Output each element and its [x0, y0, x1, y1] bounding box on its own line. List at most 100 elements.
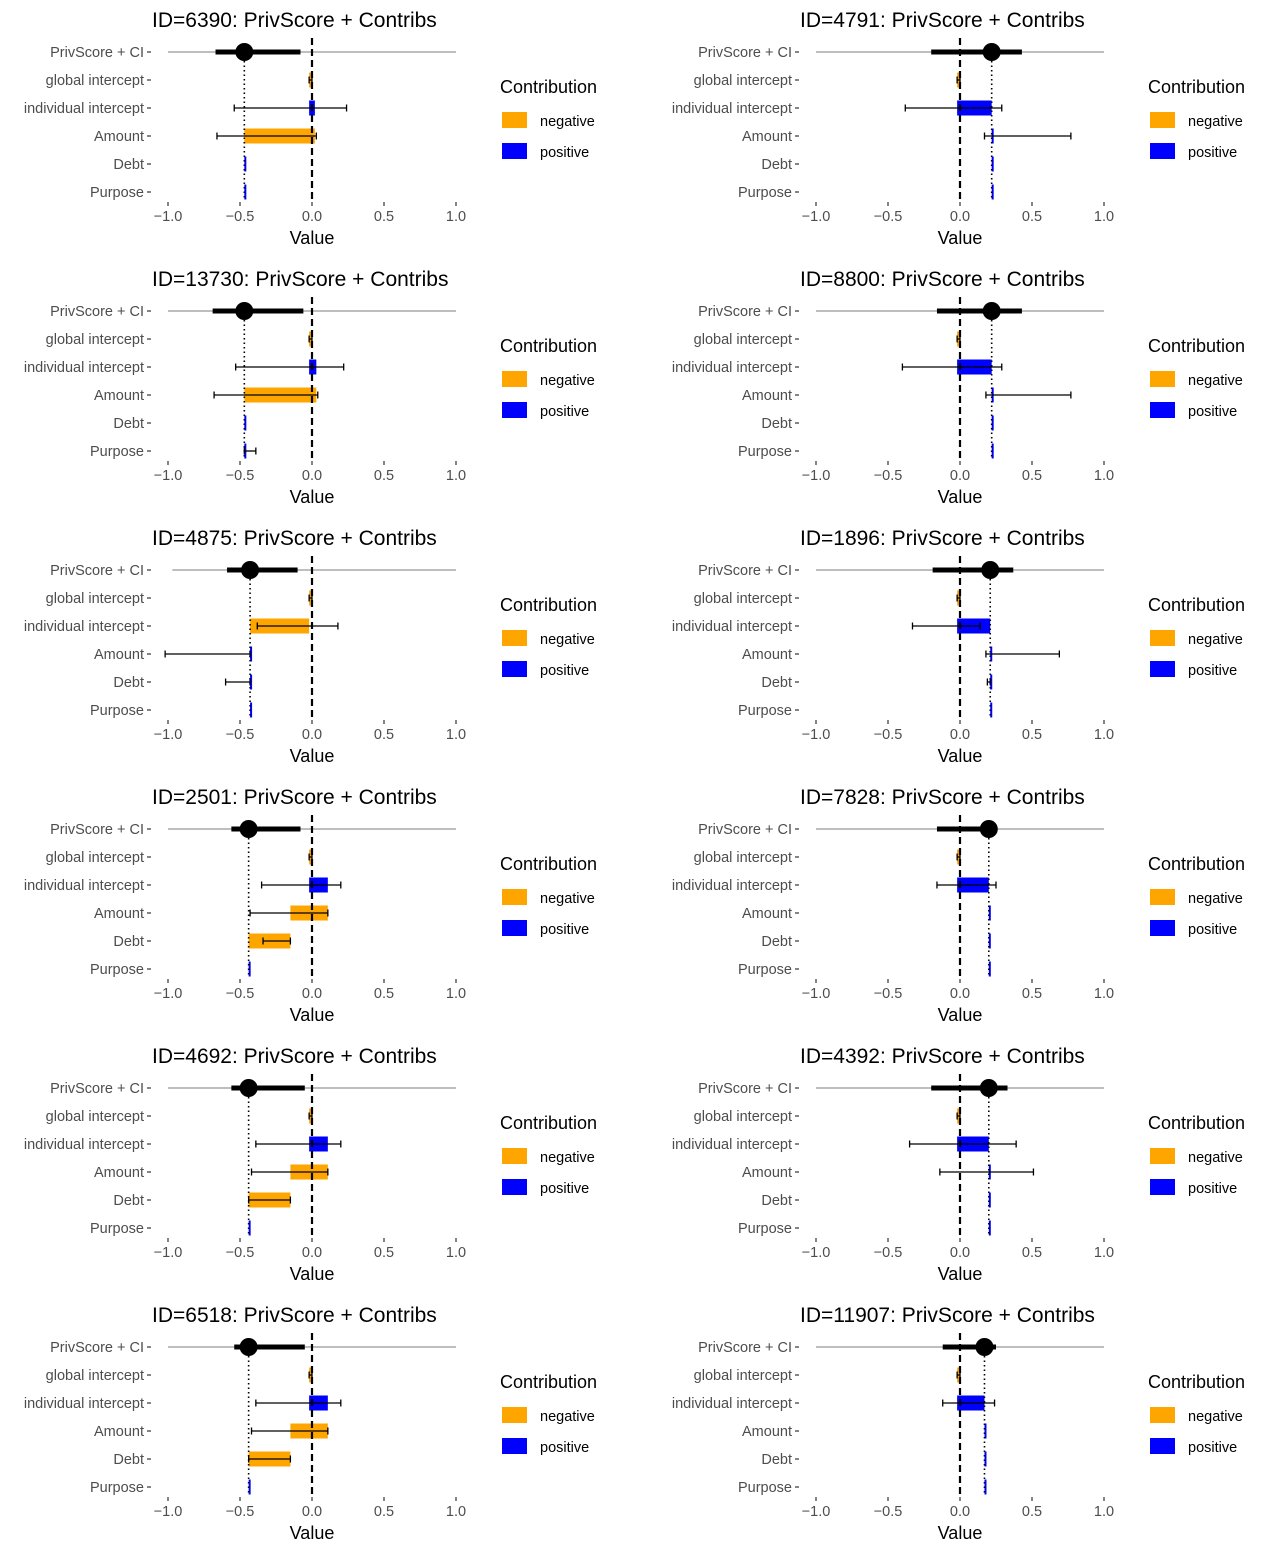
x-tick-label: 1.0	[446, 1245, 466, 1261]
category-label: Purpose	[90, 185, 144, 201]
category-label: individual intercept	[672, 1396, 792, 1412]
legend-swatch-negative	[502, 112, 527, 128]
legend-title: Contribution	[1148, 854, 1245, 874]
panel-title: ID=8800: PrivScore + Contribs	[800, 268, 1085, 291]
legend-label-positive: positive	[1188, 1440, 1237, 1456]
category-label: Debt	[761, 675, 792, 691]
legend-title: Contribution	[1148, 336, 1245, 356]
legend-label-negative: negative	[540, 1409, 595, 1425]
score-point	[239, 1079, 258, 1097]
chart-panel: ID=4692: PrivScore + Contribs PrivScore +…	[24, 1045, 597, 1284]
x-tick-label: 1.0	[446, 468, 466, 484]
contribution-bar	[244, 184, 247, 200]
category-label: individual intercept	[672, 1137, 792, 1153]
legend-title: Contribution	[500, 854, 597, 874]
chart-panel: ID=4791: PrivScore + Contribs PrivScore +…	[672, 9, 1245, 248]
contribution-bar	[250, 674, 253, 690]
x-tick-label: 1.0	[1094, 209, 1114, 225]
x-axis-label: Value	[938, 746, 983, 766]
category-label: Amount	[94, 647, 144, 663]
legend-label-positive: positive	[1188, 663, 1237, 679]
category-label: global intercept	[694, 332, 792, 348]
score-point	[241, 561, 260, 579]
x-tick-label: 0.0	[302, 468, 322, 484]
legend-title: Contribution	[500, 1113, 597, 1133]
x-tick-label: 1.0	[1094, 986, 1114, 1002]
panel-title: ID=4791: PrivScore + Contribs	[800, 9, 1085, 32]
legend-label-negative: negative	[1188, 1409, 1243, 1425]
category-label: Debt	[113, 675, 144, 691]
legend-title: Contribution	[500, 1372, 597, 1392]
legend-swatch-negative	[1150, 371, 1175, 387]
x-tick-label: 0.5	[374, 986, 394, 1002]
panel-title: ID=4392: PrivScore + Contribs	[800, 1045, 1085, 1068]
legend-label-negative: negative	[1188, 114, 1243, 130]
legend-swatch-positive	[502, 920, 527, 936]
x-axis-label: Value	[938, 228, 983, 248]
legend-title: Contribution	[1148, 1113, 1245, 1133]
legend-label-negative: negative	[1188, 1150, 1243, 1166]
score-point	[982, 302, 1001, 320]
legend-swatch-negative	[1150, 1407, 1175, 1423]
chart-panel: ID=11907: PrivScore + Contribs PrivScore …	[672, 1304, 1245, 1543]
contribution-bar	[984, 1451, 987, 1467]
legend-swatch-negative	[1150, 889, 1175, 905]
contribution-bar	[248, 961, 251, 977]
x-tick-label: 0.0	[302, 1504, 322, 1520]
legend-swatch-negative	[502, 371, 527, 387]
category-label: Amount	[742, 906, 792, 922]
legend-label-positive: positive	[540, 145, 589, 161]
x-tick-label: −1.0	[802, 1504, 831, 1520]
legend-label-positive: positive	[1188, 404, 1237, 420]
category-label: PrivScore + CI	[698, 563, 792, 579]
contribution-bar	[250, 702, 253, 718]
score-point	[982, 43, 1001, 61]
x-axis-label: Value	[290, 228, 335, 248]
category-label: individual intercept	[672, 619, 792, 635]
category-label: individual intercept	[24, 878, 144, 894]
x-tick-label: −1.0	[802, 468, 831, 484]
category-label: Debt	[113, 416, 144, 432]
category-label: Purpose	[738, 185, 792, 201]
contribution-bar	[984, 1423, 987, 1439]
legend-swatch-negative	[1150, 630, 1175, 646]
legend-swatch-negative	[502, 630, 527, 646]
x-tick-label: 0.0	[950, 727, 970, 743]
category-label: individual intercept	[24, 619, 144, 635]
x-tick-label: −0.5	[226, 727, 255, 743]
x-tick-label: −0.5	[874, 468, 903, 484]
score-point	[979, 1079, 998, 1097]
x-tick-label: −0.5	[874, 1245, 903, 1261]
category-label: individual intercept	[24, 360, 144, 376]
category-label: Debt	[113, 157, 144, 173]
legend-label-negative: negative	[1188, 373, 1243, 389]
contribution-bar	[984, 1479, 987, 1495]
category-label: global intercept	[46, 332, 144, 348]
category-label: global intercept	[694, 591, 792, 607]
x-tick-label: 0.0	[950, 468, 970, 484]
x-tick-label: 0.5	[374, 727, 394, 743]
category-label: Debt	[113, 1193, 144, 1209]
category-label: Debt	[113, 1452, 144, 1468]
legend-swatch-positive	[1150, 920, 1175, 936]
category-label: global intercept	[46, 850, 144, 866]
category-label: Purpose	[738, 444, 792, 460]
x-tick-label: 1.0	[446, 209, 466, 225]
x-tick-label: 0.5	[1022, 1504, 1042, 1520]
category-label: Purpose	[738, 962, 792, 978]
category-label: individual intercept	[672, 878, 792, 894]
chart-panel: ID=7828: PrivScore + Contribs PrivScore +…	[672, 786, 1245, 1025]
x-tick-label: 0.5	[374, 209, 394, 225]
panel-title: ID=11907: PrivScore + Contribs	[800, 1304, 1095, 1327]
contribution-bar	[248, 1479, 251, 1495]
score-point	[981, 561, 1000, 579]
score-point	[235, 43, 254, 61]
category-label: Amount	[94, 129, 144, 145]
contribution-bar	[990, 702, 993, 718]
legend-swatch-negative	[502, 889, 527, 905]
legend-swatch-positive	[502, 1438, 527, 1454]
category-label: global intercept	[694, 850, 792, 866]
x-tick-label: −1.0	[802, 986, 831, 1002]
legend-title: Contribution	[500, 77, 597, 97]
chart-panel: ID=1896: PrivScore + Contribs PrivScore +…	[672, 527, 1245, 766]
